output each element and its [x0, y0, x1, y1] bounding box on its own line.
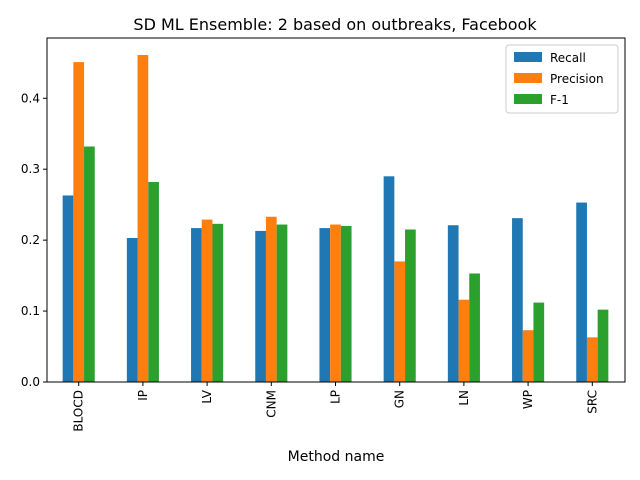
x-axis-label: Method name	[288, 449, 385, 465]
bar-precision-gn	[394, 261, 406, 382]
bar-f-1-ln	[469, 273, 480, 382]
bar-precision-lv	[201, 219, 213, 382]
legend-swatch-f-1	[514, 94, 542, 104]
bar-recall-ip	[126, 238, 138, 382]
bar-precision-cnm	[265, 216, 277, 382]
bar-f-1-ip	[148, 181, 159, 382]
y-tick-label: 0.4	[21, 91, 40, 105]
bar-f-1-wp	[533, 302, 545, 382]
bar-f-1-blocd	[84, 146, 95, 382]
bar-recall-ln	[447, 225, 459, 382]
bar-precision-src	[586, 337, 598, 382]
bar-precision-ln	[458, 299, 470, 382]
x-axis: BLOCD IP LV CNM LP GN LN WP SRC	[72, 382, 599, 432]
bar-recall-src	[576, 202, 587, 382]
x-tick-label-gn: GN	[393, 390, 407, 408]
x-tick-label-lp: LP	[329, 390, 343, 404]
bar-precision-blocd	[73, 62, 85, 383]
bar-precision-lp	[330, 224, 341, 382]
bar-f-1-gn	[405, 229, 416, 382]
bar-recall-gn	[383, 176, 395, 382]
x-tick-label-lv: LV	[200, 389, 214, 403]
x-tick-label-ip: IP	[136, 390, 150, 401]
chart-title: SD ML Ensemble: 2 based on outbreaks, Fa…	[133, 15, 537, 34]
x-tick-label-src: SRC	[585, 390, 599, 414]
legend-label-precision: Precision	[550, 72, 604, 86]
bar-recall-cnm	[255, 230, 266, 382]
y-tick-label: 0.0	[21, 375, 40, 389]
bar-recall-lp	[319, 228, 331, 382]
legend: Recall Precision F-1	[505, 44, 619, 114]
bar-recall-blocd	[62, 195, 74, 382]
x-tick-label-blocd: BLOCD	[72, 390, 86, 432]
x-tick-label-cnm: CNM	[264, 390, 278, 418]
bar-recall-lv	[191, 228, 202, 382]
bar-precision-wp	[522, 330, 534, 382]
bar-f-1-cnm	[276, 224, 288, 382]
bars-group	[62, 55, 609, 383]
legend-swatch-precision	[514, 73, 542, 83]
legend-swatch-recall	[514, 52, 542, 62]
y-tick-label: 0.2	[21, 233, 40, 247]
bar-recall-wp	[512, 218, 523, 382]
bar-f-1-lv	[212, 223, 224, 382]
x-tick-label-ln: LN	[457, 390, 471, 406]
bar-f-1-lp	[340, 225, 352, 382]
bar-f-1-src	[597, 309, 609, 382]
legend-label-f-1: F-1	[550, 93, 569, 107]
x-tick-label-wp: WP	[521, 390, 535, 409]
y-tick-label: 0.1	[21, 304, 40, 318]
y-axis: 0.0 0.1 0.2 0.3 0.4	[21, 91, 47, 389]
bar-precision-ip	[137, 55, 149, 383]
y-tick-label: 0.3	[21, 162, 40, 176]
legend-label-recall: Recall	[550, 51, 586, 65]
